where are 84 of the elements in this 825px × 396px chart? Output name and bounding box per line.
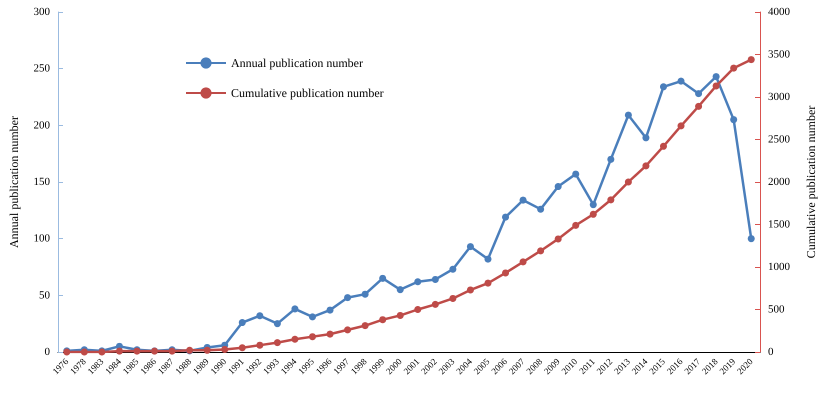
point bbox=[396, 312, 404, 319]
point bbox=[379, 274, 386, 282]
point bbox=[607, 196, 614, 204]
point bbox=[80, 348, 88, 356]
y2-axis-title: Cumulative publication number bbox=[804, 106, 818, 258]
y2-tick-label: 1500 bbox=[768, 218, 790, 230]
y-axis-title: Annual publication number bbox=[7, 116, 21, 248]
point bbox=[730, 64, 738, 72]
y2-tick-label: 1000 bbox=[768, 261, 790, 273]
y2-tick-label: 0 bbox=[768, 346, 774, 358]
point bbox=[256, 342, 264, 349]
point bbox=[414, 306, 422, 313]
point bbox=[344, 294, 352, 302]
point bbox=[695, 102, 702, 110]
point bbox=[748, 235, 755, 242]
point bbox=[642, 162, 650, 170]
point bbox=[554, 183, 562, 190]
point bbox=[221, 346, 228, 353]
y2-tick-label: 2000 bbox=[768, 176, 790, 188]
point bbox=[466, 243, 474, 250]
y-tick-label: 250 bbox=[34, 62, 50, 75]
y-tick-label: 100 bbox=[34, 232, 50, 245]
point bbox=[379, 316, 386, 324]
y2-tick-label: 2500 bbox=[768, 134, 790, 146]
point bbox=[572, 170, 580, 178]
point bbox=[466, 286, 474, 294]
y2-tick-label: 500 bbox=[768, 304, 785, 316]
y2-tick-label: 3500 bbox=[768, 48, 790, 60]
point bbox=[607, 156, 614, 163]
y2-tick-label: 4000 bbox=[768, 6, 790, 18]
point bbox=[624, 178, 632, 186]
point bbox=[432, 276, 439, 283]
point bbox=[362, 322, 369, 330]
point bbox=[256, 312, 264, 320]
point bbox=[712, 73, 720, 80]
point bbox=[624, 112, 632, 119]
point bbox=[590, 201, 597, 208]
point bbox=[238, 344, 246, 352]
point bbox=[204, 346, 211, 354]
point bbox=[308, 313, 316, 320]
legend-label: Annual publication number bbox=[231, 56, 363, 70]
point bbox=[396, 286, 404, 294]
point bbox=[274, 339, 281, 346]
point bbox=[660, 83, 667, 90]
point bbox=[274, 320, 281, 328]
point bbox=[484, 280, 492, 287]
point bbox=[537, 206, 544, 213]
legend-label: Cumulative publication number bbox=[231, 86, 384, 100]
point bbox=[432, 300, 439, 308]
point bbox=[238, 319, 246, 326]
point bbox=[712, 82, 720, 90]
point bbox=[362, 290, 369, 298]
y-tick-label: 200 bbox=[34, 119, 50, 132]
point bbox=[344, 326, 352, 334]
point bbox=[449, 294, 456, 302]
point bbox=[484, 256, 492, 263]
point bbox=[291, 336, 298, 343]
point bbox=[326, 306, 334, 314]
point bbox=[414, 278, 422, 286]
point bbox=[326, 330, 334, 338]
point bbox=[520, 196, 527, 204]
point bbox=[520, 258, 527, 266]
point bbox=[554, 235, 562, 242]
y-tick-label: 50 bbox=[39, 289, 50, 302]
point bbox=[502, 214, 510, 221]
point bbox=[291, 305, 298, 312]
point bbox=[537, 247, 544, 254]
point bbox=[748, 56, 755, 64]
point bbox=[116, 348, 123, 355]
point bbox=[308, 333, 316, 340]
point bbox=[678, 122, 685, 130]
y-tick-label: 150 bbox=[34, 176, 50, 188]
y2-tick-label: 3000 bbox=[768, 91, 790, 103]
point bbox=[660, 142, 667, 150]
point bbox=[590, 210, 597, 218]
y-tick-label: 300 bbox=[34, 6, 50, 18]
point bbox=[695, 90, 702, 98]
point bbox=[572, 222, 580, 229]
y-tick-label: 0 bbox=[44, 346, 50, 358]
point bbox=[449, 266, 456, 273]
point bbox=[642, 134, 650, 142]
point bbox=[730, 116, 738, 124]
point bbox=[502, 269, 510, 276]
point bbox=[678, 78, 685, 85]
